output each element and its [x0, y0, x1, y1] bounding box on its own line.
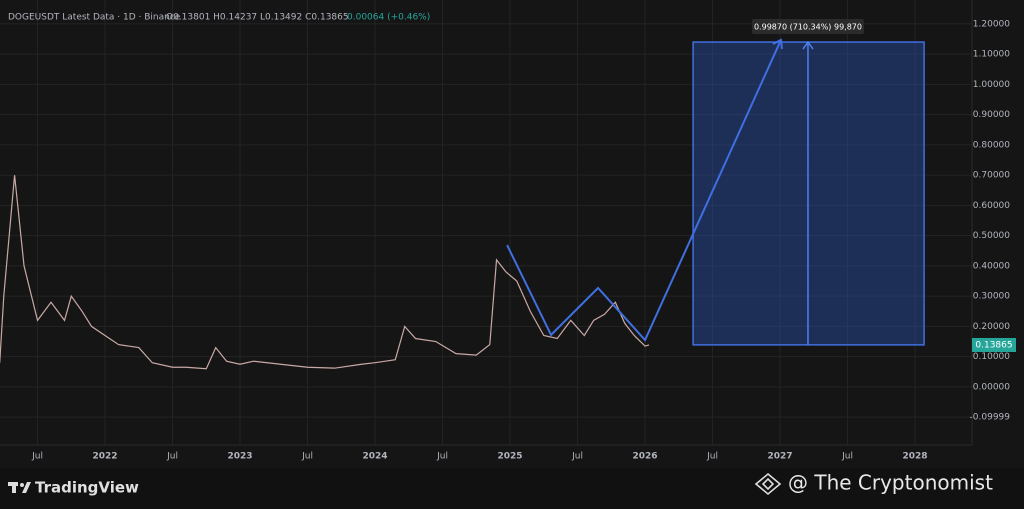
y-tick-label: 0.80000 — [973, 140, 1010, 150]
footer-bar — [0, 468, 1024, 509]
x-tick-label: Jul — [436, 452, 448, 462]
x-tick-label: Jul — [841, 452, 853, 462]
change: 0.00064 (+0.46%) — [347, 13, 430, 23]
credit-icon — [754, 472, 782, 496]
y-tick-label: 0.00000 — [973, 382, 1010, 392]
y-tick-label: 0.70000 — [973, 171, 1010, 181]
x-tick-label: 2026 — [632, 452, 657, 462]
x-tick-label: 2028 — [902, 452, 927, 462]
x-tick-label: Jul — [571, 452, 583, 462]
measure-label: 0.99870 (710.34%) 99,870 — [754, 23, 862, 32]
x-tick-label: Jul — [31, 452, 43, 462]
x-tick-label: Jul — [166, 452, 178, 462]
y-tick-label: 0.90000 — [973, 110, 1010, 120]
x-tick-label: 2023 — [227, 452, 252, 462]
x-tick-label: Jul — [706, 452, 718, 462]
plot: 0.99870 (710.34%) 99,870 — [0, 19, 925, 370]
y-tick-label: 1.10000 — [973, 50, 1010, 60]
y-tick-label: 0.10000 — [973, 352, 1010, 362]
x-tick-label: 2022 — [92, 452, 117, 462]
x-tick-label: Jul — [301, 452, 313, 462]
x-tick-label: 2025 — [497, 452, 522, 462]
y-tick-label: 1.20000 — [973, 19, 1010, 29]
y-tick-label: 0.20000 — [973, 322, 1010, 332]
measure-label-box — [751, 19, 864, 34]
footer-credit: @ The Cryptonomist — [788, 471, 993, 495]
y-tick-label: 1.00000 — [973, 80, 1010, 90]
x-tick-label: 2024 — [362, 452, 387, 462]
y-tick-label: 0.50000 — [973, 231, 1010, 241]
grid — [0, 0, 972, 445]
y-tick-label: 0.40000 — [973, 261, 1010, 271]
tv-logo-icon — [8, 482, 31, 493]
pattern-arrow-head — [772, 38, 783, 50]
price-line — [0, 175, 650, 370]
last-price-box — [972, 337, 1016, 352]
last-price-label: 0.13865 — [975, 340, 1012, 350]
ohlc: O0.13801 H0.14237 L0.13492 C0.13865 — [166, 13, 349, 23]
y-tick-label: -0.09999 — [970, 413, 1011, 423]
x-tick-label: 2027 — [767, 452, 792, 462]
y-tick-label: 0.30000 — [973, 292, 1010, 302]
pattern-line — [506, 39, 782, 342]
symbol: DOGEUSDT Latest Data · 1D · Binance — [8, 13, 181, 23]
footer-logo: TradingView — [35, 479, 139, 497]
arrow-head — [802, 40, 814, 50]
y-tick-label: 0.60000 — [973, 201, 1010, 211]
